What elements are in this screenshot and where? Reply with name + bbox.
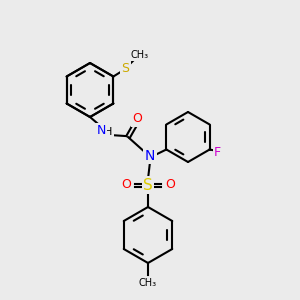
Text: N: N <box>145 149 155 163</box>
Text: O: O <box>121 178 131 191</box>
Text: S: S <box>122 62 129 75</box>
Text: CH₃: CH₃ <box>139 278 157 288</box>
Text: F: F <box>214 146 221 159</box>
Text: O: O <box>132 112 142 125</box>
Text: O: O <box>165 178 175 191</box>
Text: CH₃: CH₃ <box>130 50 148 59</box>
Text: S: S <box>143 178 153 193</box>
Text: N: N <box>96 124 106 137</box>
Text: H: H <box>104 127 112 137</box>
